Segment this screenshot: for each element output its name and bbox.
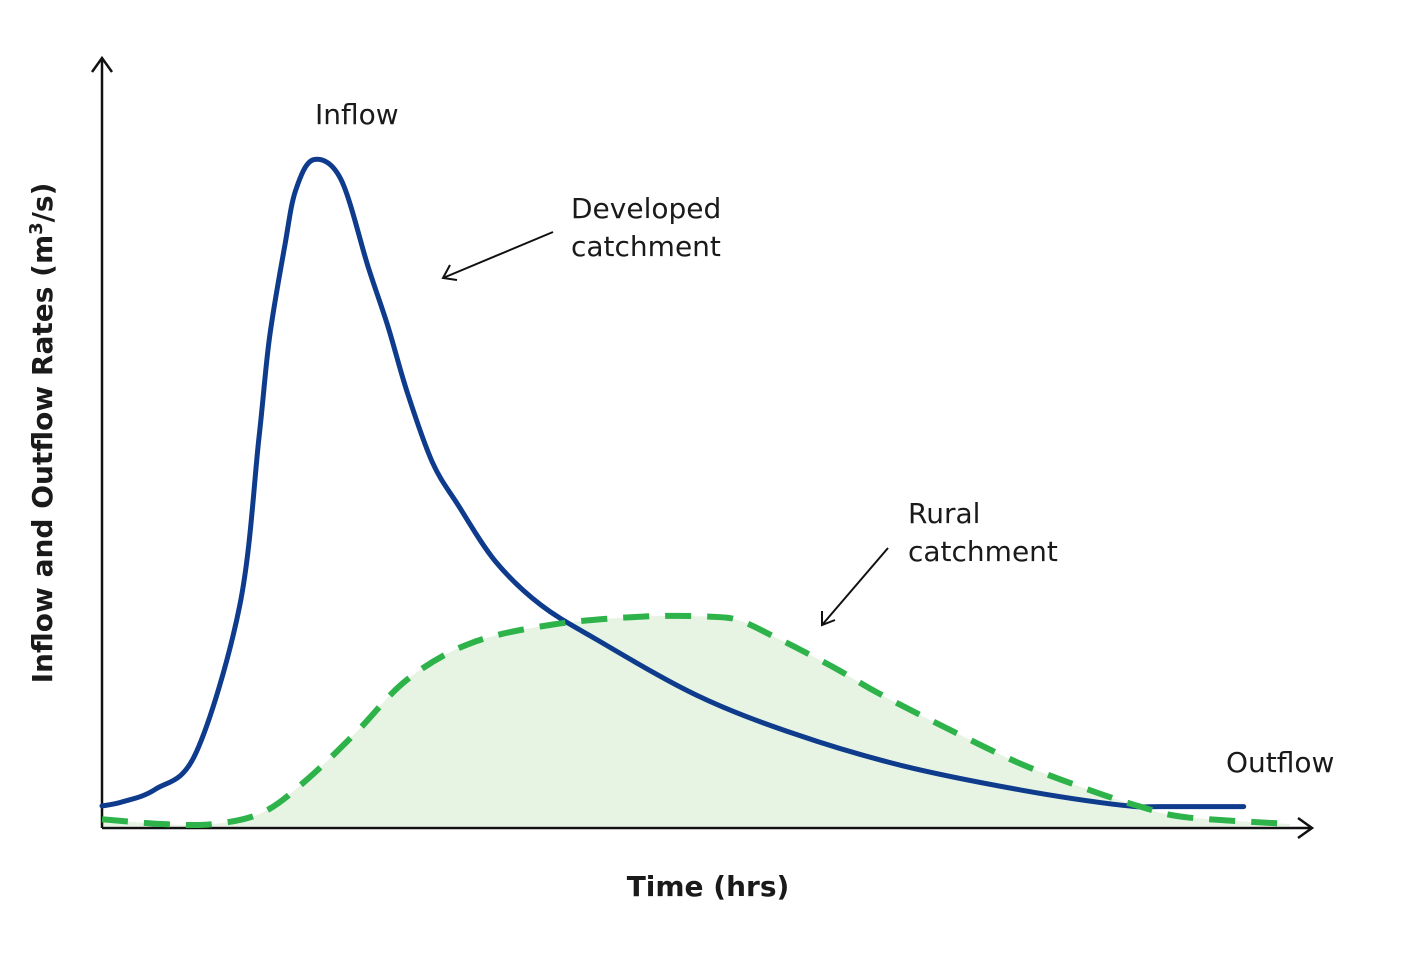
developed-pointer-line xyxy=(442,231,554,279)
developed-catchment-label-line1: Developed xyxy=(571,192,721,225)
inflow-label: Inflow xyxy=(315,98,399,131)
outflow-label: Outflow xyxy=(1226,746,1334,779)
rural-catchment-label-line2: catchment xyxy=(908,535,1058,568)
developed-catchment-line xyxy=(99,156,1247,810)
y-axis-title-superscript: 3 xyxy=(26,222,47,235)
developed-catchment-label-line2: catchment xyxy=(571,230,721,263)
developed-pointer-arrowhead xyxy=(441,264,458,281)
rural-catchment-label-line1: Rural xyxy=(908,497,980,530)
rural-pointer-arrowhead xyxy=(821,611,836,627)
y-axis-arrowhead xyxy=(90,55,114,73)
y-axis-title-tail: /s) xyxy=(26,183,59,223)
rural-catchment-line xyxy=(101,612,1291,829)
y-axis-title-main: Inflow and Outflow Rates (m xyxy=(26,235,59,684)
x-axis-arrowhead xyxy=(1297,816,1315,840)
rural-pointer-line xyxy=(821,547,889,626)
y-axis-title: Inflow and Outflow Rates (m3/s) xyxy=(26,183,59,684)
rural-catchment-area xyxy=(102,615,1290,826)
x-axis-title: Time (hrs) xyxy=(627,870,790,903)
